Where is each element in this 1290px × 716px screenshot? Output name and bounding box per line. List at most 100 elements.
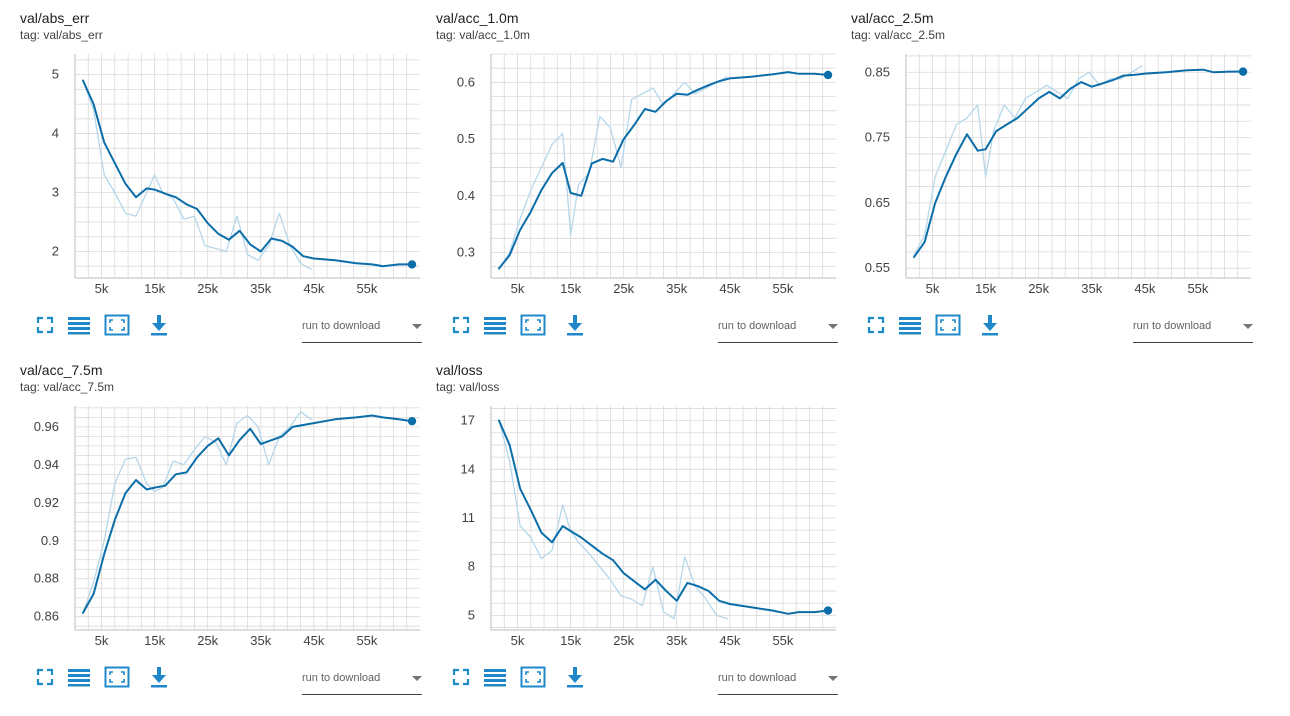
series-line-raw (82, 411, 312, 614)
x-tick-label: 25k (613, 633, 634, 648)
plot-area: 0.55 0.65 0.75 0.85 5k 15k 25k 35k 45k 55k (851, 48, 1266, 298)
x-tick-label: 55k (356, 281, 377, 296)
chart-tag: tag: val/abs_err (20, 28, 103, 42)
line-chart[interactable]: 0.86 0.88 0.9 0.92 0.94 0.96 5k 15k 25k 35k 45k 55k (20, 400, 435, 650)
x-tick-label: 5k (926, 281, 940, 296)
chart-toolbar: run to download (436, 298, 851, 354)
series-end-point (407, 416, 417, 426)
y-tick-label: 0.9 (41, 533, 59, 548)
chart-card-acc-2-5m: val/acc_2.5m tag: val/acc_2.5m 0.55 0.65 0.7… (851, 10, 1266, 355)
fit-domain-icon[interactable] (520, 664, 546, 690)
list-icon[interactable] (66, 312, 92, 338)
x-tick-label: 35k (666, 281, 687, 296)
x-tick-label: 15k (560, 281, 581, 296)
y-tick-label: 11 (462, 510, 476, 525)
run-download-select[interactable]: run to download (302, 314, 422, 343)
line-chart[interactable]: 0.3 0.4 0.5 0.6 5k 15k 25k 35k 45k 55k (436, 48, 851, 298)
x-tick-label: 35k (1081, 281, 1102, 296)
download-icon[interactable] (562, 664, 588, 690)
fullscreen-icon[interactable] (32, 664, 58, 690)
download-icon[interactable] (977, 312, 1003, 338)
x-tick-label: 15k (560, 633, 581, 648)
x-tick-label: 35k (250, 281, 271, 296)
list-icon[interactable] (482, 664, 508, 690)
x-tick-label: 45k (1134, 281, 1155, 296)
fullscreen-icon[interactable] (448, 664, 474, 690)
list-icon[interactable] (66, 664, 92, 690)
fullscreen-icon[interactable] (32, 312, 58, 338)
y-tick-label: 0.75 (865, 130, 890, 145)
x-tick-label: 45k (719, 281, 740, 296)
y-tick-label: 0.6 (457, 74, 475, 89)
y-tick-label: 14 (461, 461, 475, 476)
x-tick-label: 5k (511, 281, 525, 296)
y-tick-label: 5 (468, 607, 475, 622)
run-download-select[interactable]: run to download (302, 666, 422, 695)
x-tick-label: 5k (511, 633, 525, 648)
x-tick-label: 55k (772, 633, 793, 648)
chart-card-abs-err: val/abs_err tag: val/abs_err 2 3 4 5 5k 15k 25k 3… (20, 10, 435, 355)
x-tick-label: 15k (144, 633, 165, 648)
x-tick-label: 25k (613, 281, 634, 296)
fit-domain-icon[interactable] (935, 312, 961, 338)
x-tick-label: 5k (95, 633, 109, 648)
dropdown-arrow-icon (1243, 324, 1253, 329)
fullscreen-icon[interactable] (863, 312, 889, 338)
series-end-point (1238, 67, 1248, 76)
y-tick-label: 0.4 (457, 188, 475, 203)
series-line-raw (498, 419, 728, 620)
x-tick-label: 55k (1187, 281, 1208, 296)
y-tick-label: 0.65 (865, 195, 890, 210)
x-tick-label: 25k (1028, 281, 1049, 296)
chart-toolbar: run to download (851, 298, 1266, 354)
series-line-raw (498, 76, 728, 271)
dropdown-arrow-icon (412, 324, 422, 329)
fullscreen-icon[interactable] (448, 312, 474, 338)
series-line-smoothed (498, 419, 829, 615)
y-tick-label: 0.5 (457, 131, 475, 146)
y-tick-label: 0.85 (865, 64, 890, 79)
fit-domain-icon[interactable] (104, 312, 130, 338)
download-icon[interactable] (562, 312, 588, 338)
y-tick-label: 0.86 (34, 609, 59, 624)
run-download-label: run to download (302, 672, 381, 684)
chart-tag: tag: val/acc_2.5m (851, 28, 946, 42)
run-download-label: run to download (1133, 320, 1212, 332)
plot-area: 0.86 0.88 0.9 0.92 0.94 0.96 5k 15k 25k 35k 45k 55k (20, 400, 435, 650)
series-line-smoothed (498, 71, 829, 270)
x-tick-label: 45k (303, 281, 324, 296)
chart-title: val/loss (436, 362, 483, 378)
series-end-point (823, 70, 833, 80)
run-download-select[interactable]: run to download (718, 666, 838, 695)
plot-area: 2 3 4 5 5k 15k 25k 35k 45k 55k (20, 48, 435, 298)
y-tick-label: 5 (52, 67, 59, 82)
list-icon[interactable] (482, 312, 508, 338)
series-end-point (407, 260, 417, 269)
y-tick-label: 8 (468, 559, 475, 574)
y-tick-label: 3 (52, 185, 59, 200)
y-tick-label: 0.3 (457, 244, 475, 259)
y-tick-label: 0.92 (34, 495, 59, 510)
chart-tag: tag: val/acc_1.0m (436, 28, 531, 42)
run-download-label: run to download (718, 320, 797, 332)
chart-toolbar: run to download (436, 650, 851, 706)
run-download-label: run to download (718, 672, 797, 684)
chart-title: val/acc_1.0m (436, 10, 519, 26)
run-download-label: run to download (302, 320, 381, 332)
run-download-select[interactable]: run to download (1133, 314, 1253, 343)
y-tick-label: 0.96 (34, 419, 59, 434)
run-download-select[interactable]: run to download (718, 314, 838, 343)
download-icon[interactable] (146, 664, 172, 690)
download-icon[interactable] (146, 312, 172, 338)
line-chart[interactable]: 5 8 11 14 17 5k 15k 25k 35k 45k 55k (436, 400, 851, 650)
line-chart[interactable]: 0.55 0.65 0.75 0.85 5k 15k 25k 35k 45k 55k (851, 48, 1266, 298)
list-icon[interactable] (897, 312, 923, 338)
fit-domain-icon[interactable] (520, 312, 546, 338)
x-tick-label: 45k (303, 633, 324, 648)
fit-domain-icon[interactable] (104, 664, 130, 690)
x-tick-label: 55k (772, 281, 793, 296)
dropdown-arrow-icon (412, 676, 422, 681)
series-line-raw (82, 79, 312, 270)
series-line-smoothed (913, 68, 1244, 259)
